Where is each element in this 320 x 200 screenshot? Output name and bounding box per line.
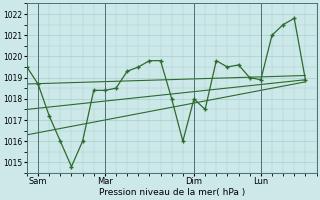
X-axis label: Pression niveau de la mer( hPa ): Pression niveau de la mer( hPa ) <box>99 188 245 197</box>
